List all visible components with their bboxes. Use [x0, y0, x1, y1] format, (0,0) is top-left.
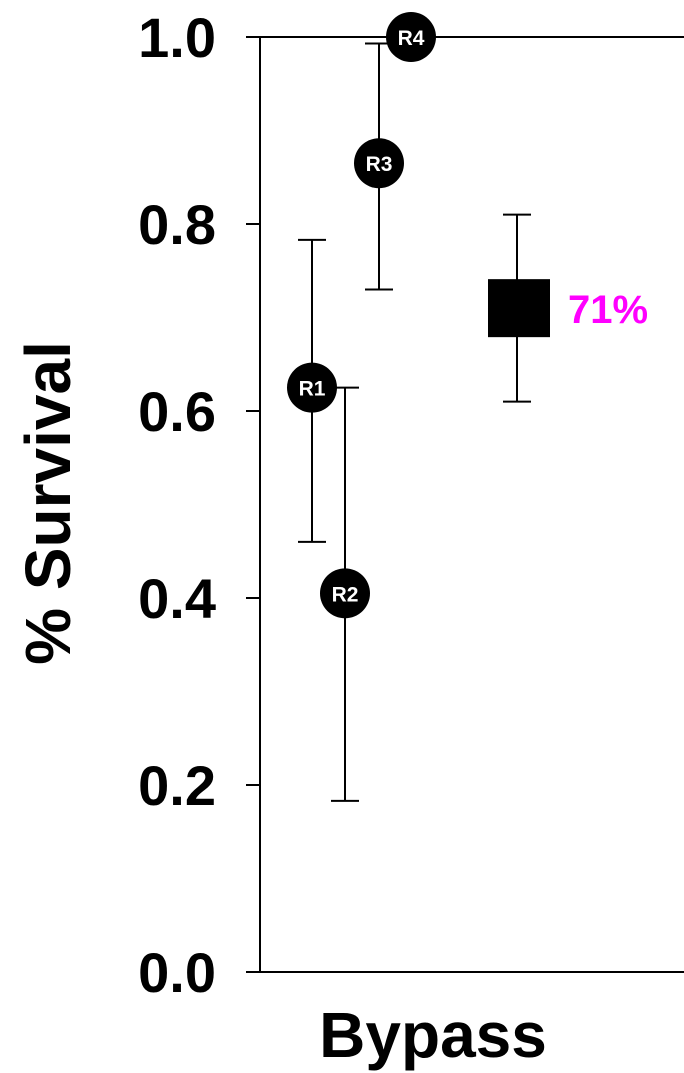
- data-point-label-r1: R1: [299, 378, 326, 401]
- y-tick-label: 0.2: [138, 754, 216, 817]
- axes: 0.0 0.2 0.4 0.6 0.8 1.0: [138, 6, 684, 1004]
- y-tick-label: 0.0: [138, 941, 216, 1004]
- y-tick-label: 0.6: [138, 380, 216, 443]
- data-marks: R1 R2 R3 R4 71%: [287, 12, 648, 802]
- y-tick-label: 1.0: [138, 6, 216, 69]
- data-point-r3: [354, 138, 404, 189]
- data-point-r1: [287, 362, 337, 413]
- data-point-r2: [320, 568, 370, 619]
- summary-square: [488, 279, 550, 338]
- x-category-label: Bypass: [319, 999, 547, 1071]
- data-point-label-r3: R3: [366, 153, 393, 176]
- y-tick-label: 0.4: [138, 567, 216, 630]
- data-point-label-r4: R4: [398, 27, 425, 50]
- y-tick-label: 0.8: [138, 193, 216, 256]
- y-axis-title: % Survival: [12, 341, 84, 665]
- data-point-label-r2: R2: [332, 583, 359, 606]
- summary-label: 71%: [568, 288, 648, 332]
- data-point-r4: [386, 12, 436, 62]
